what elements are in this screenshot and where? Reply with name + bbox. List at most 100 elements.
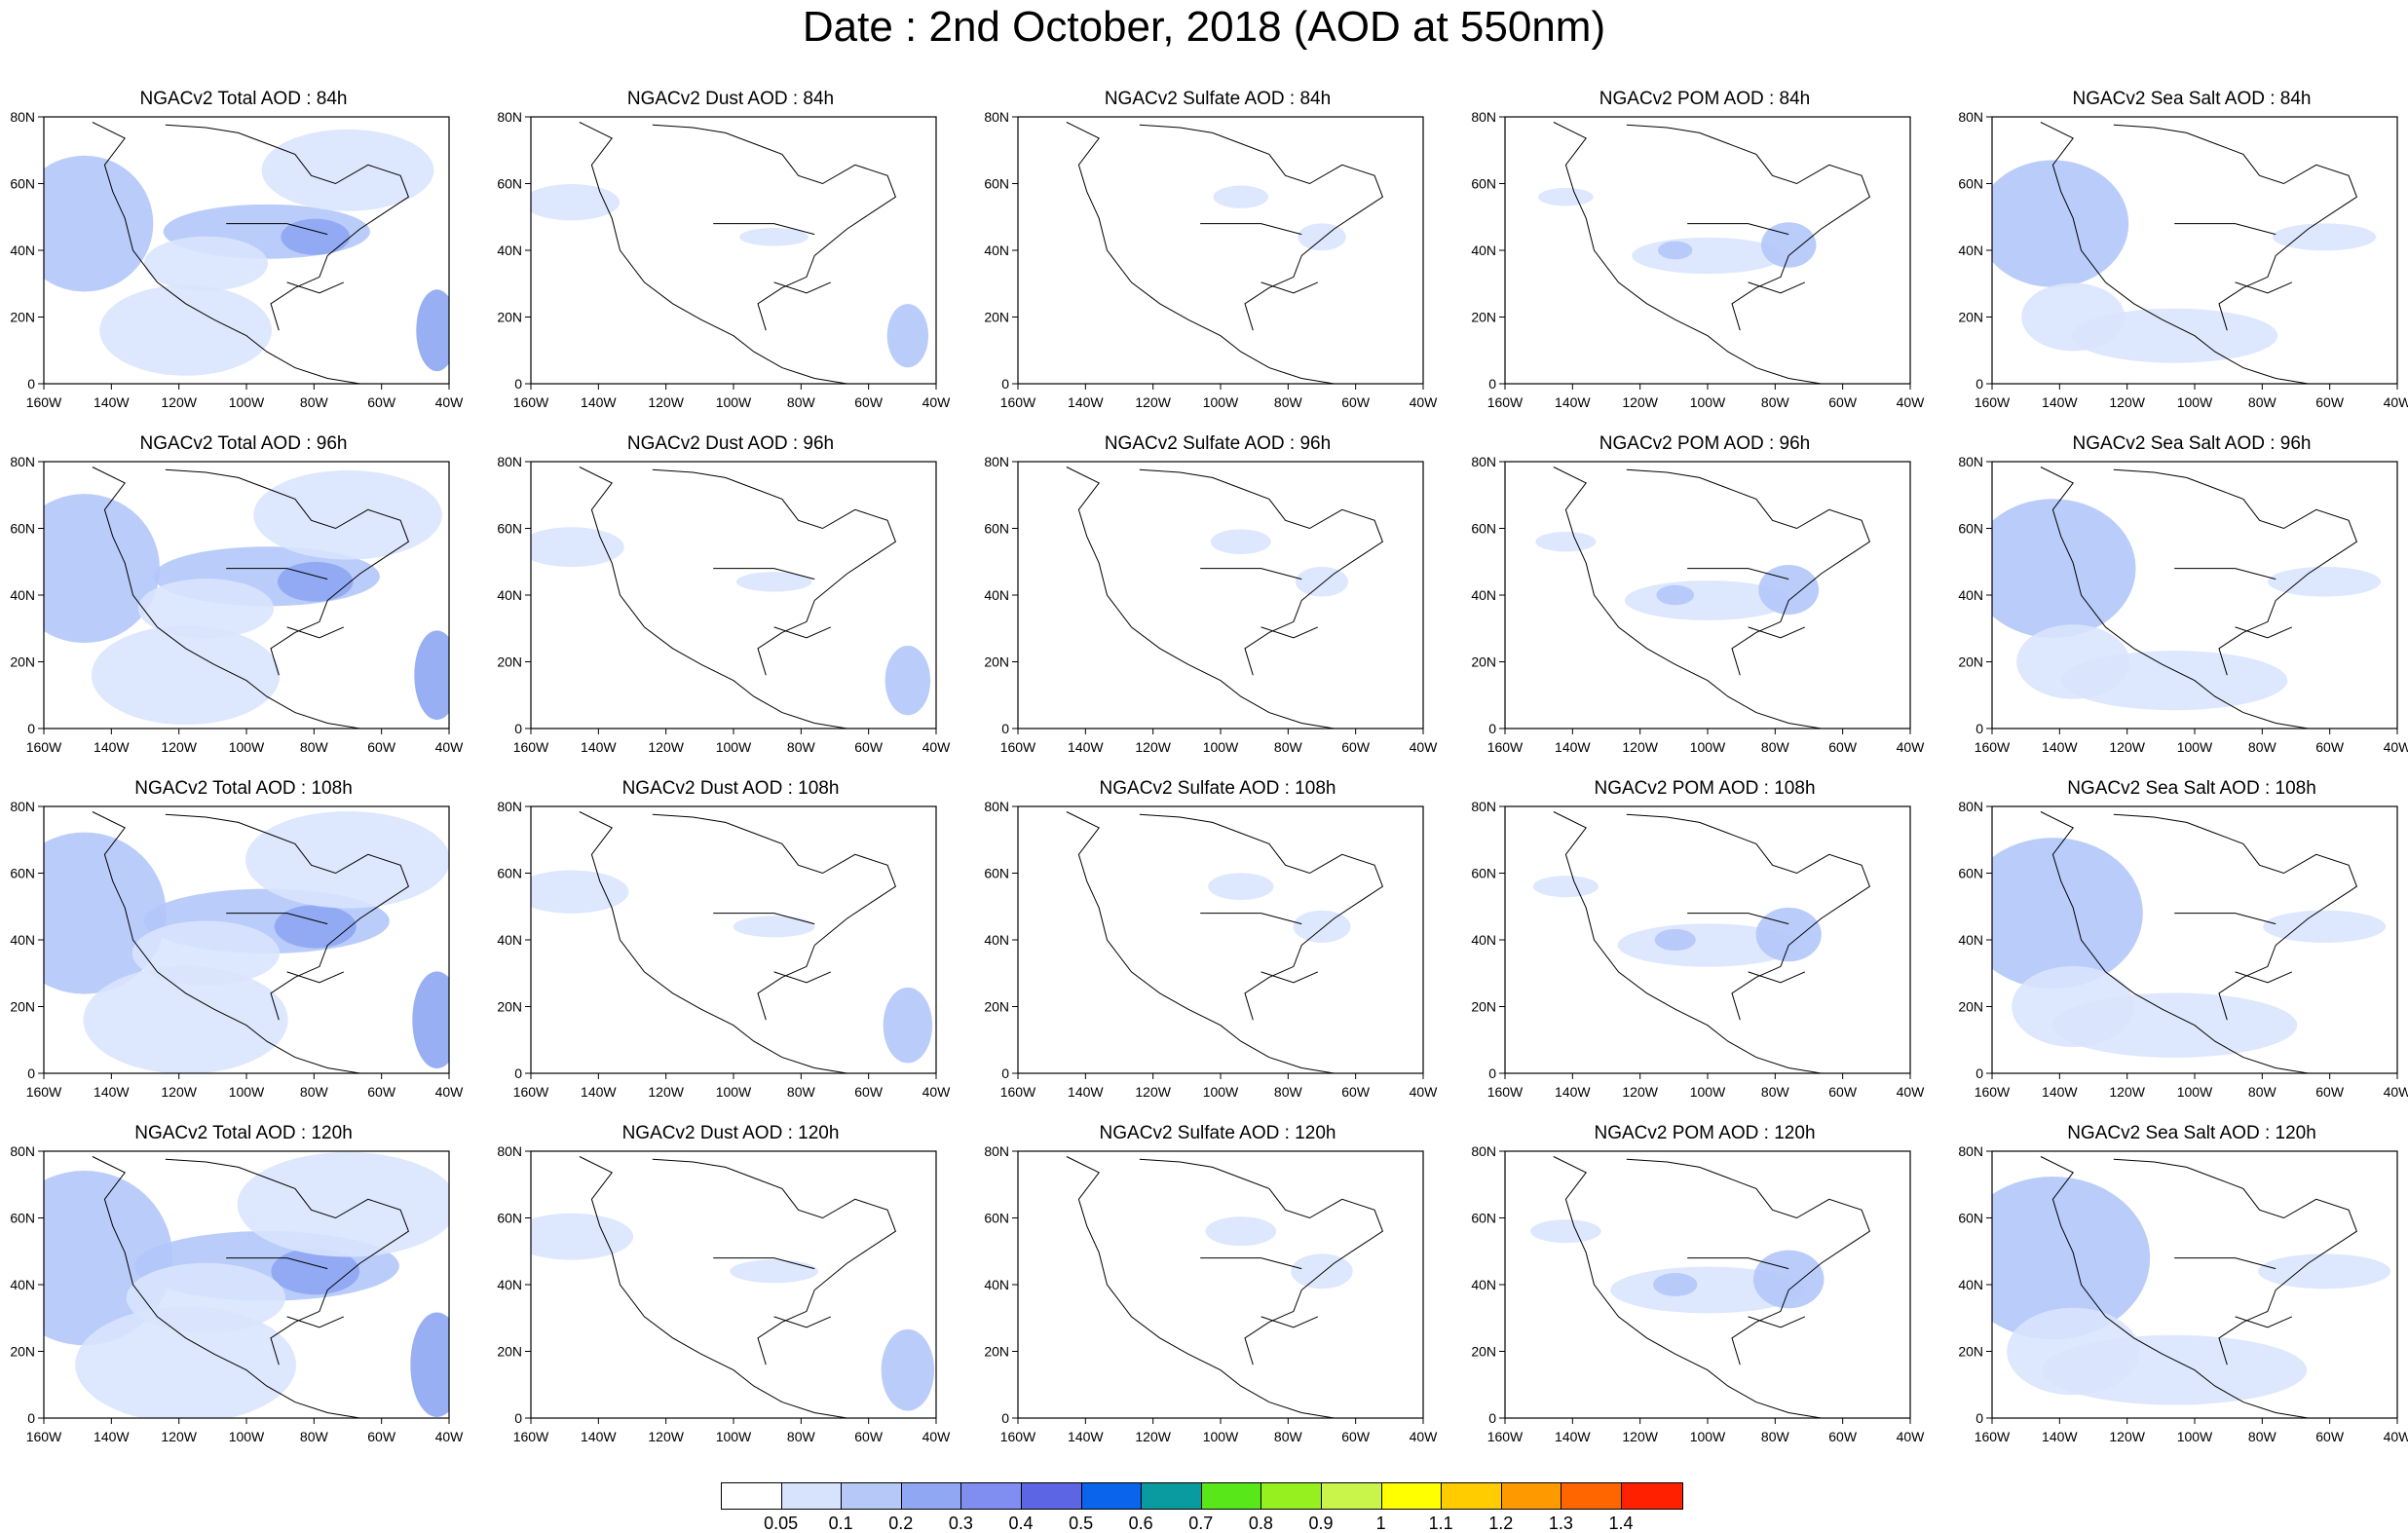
aod-field — [531, 870, 629, 914]
lat-tick-label: 20N — [1471, 654, 1496, 670]
lon-tick-label: 140W — [1068, 1084, 1104, 1100]
aod-field — [1654, 928, 1696, 952]
map-plot: 160W 140W 120W 100W 80W 60W 40W 80N 60N 40N 20N 0 — [984, 109, 1439, 410]
aod-field — [733, 916, 815, 938]
lat-tick-label: 20N — [10, 1344, 35, 1360]
aod-field — [2263, 910, 2387, 943]
lat-tick-label: 0 — [514, 1066, 522, 1081]
map-panel-total-120h: 160W 140W 120W 100W 80W 60W 40W 80N 60N 40N 20N 0 NG… — [0, 1122, 487, 1468]
colorbar-swatch — [1142, 1483, 1202, 1509]
lon-tick-label: 80W — [1761, 1429, 1790, 1444]
lon-tick-label: 100W — [229, 1084, 265, 1100]
aod-field — [1658, 241, 1693, 260]
lon-tick-label: 40W — [1897, 1429, 1926, 1444]
lat-tick-label: 40N — [10, 1277, 35, 1292]
colorbar-swatch — [961, 1483, 1022, 1509]
panel-title: NGACv2 Total AOD : 84h — [139, 89, 348, 109]
map-plot: 160W 140W 120W 100W 80W 60W 40W 80N 60N 40N 20N 0 — [984, 1143, 1438, 1444]
lon-tick-label: 80W — [787, 1429, 816, 1444]
coastline — [2040, 1156, 2358, 1418]
map-panel-dust-120h: 160W 140W 120W 100W 80W 60W 40W 80N 60N 40N 20N 0 NG… — [487, 1122, 974, 1468]
lon-tick-label: 100W — [1203, 394, 1239, 410]
panel-title: NGACv2 Sea Salt AOD : 108h — [2067, 778, 2316, 799]
lat-tick-label: 0 — [27, 376, 35, 392]
map-plot: 160W 140W 120W 100W 80W 60W 40W 80N 60N 40N 20N 0 — [10, 454, 464, 755]
aod-field — [281, 218, 351, 255]
coastline — [92, 122, 410, 384]
coastline — [1066, 467, 1384, 729]
lon-tick-label: 120W — [1622, 1084, 1658, 1100]
aod-field — [2007, 1307, 2140, 1396]
lon-tick-label: 160W — [1000, 1429, 1036, 1444]
colorbar-tick-label: 1.4 — [1608, 1514, 1634, 1533]
lon-tick-label: 100W — [1690, 1429, 1726, 1444]
lat-tick-label: 0 — [1001, 376, 1009, 392]
aod-field — [1535, 532, 1597, 552]
lon-tick-label: 120W — [161, 1429, 197, 1444]
lon-tick-label: 100W — [1690, 739, 1726, 755]
map-panel-dust-84h: 160W 140W 120W 100W 80W 60W 40W 80N 60N 40N 20N 0 NG… — [487, 88, 974, 433]
colorbar-swatch — [842, 1483, 902, 1509]
lat-tick-label: 80N — [497, 109, 522, 125]
coastline — [579, 122, 897, 384]
lon-tick-label: 40W — [435, 1429, 465, 1444]
lon-tick-label: 140W — [1555, 394, 1591, 410]
aod-field — [1992, 160, 2129, 287]
lat-tick-label: 20N — [10, 310, 35, 325]
lon-tick-label: 40W — [922, 1429, 952, 1444]
lat-tick-label: 0 — [27, 1066, 35, 1081]
lat-tick-label: 20N — [1471, 999, 1496, 1015]
aod-field — [91, 625, 281, 726]
map-panel-seasalt-84h: 160W 140W 120W 100W 80W 60W 40W 80N 60N 40N 20N 0 NG… — [1948, 88, 2408, 433]
lon-tick-label: 60W — [854, 394, 884, 410]
lat-tick-label: 40N — [497, 1277, 522, 1292]
lon-tick-label: 60W — [1341, 1084, 1371, 1100]
lat-tick-label: 60N — [1958, 521, 1983, 537]
lat-tick-label: 0 — [1975, 721, 1983, 736]
coastline — [1553, 1156, 1871, 1418]
colorbar-swatch — [1321, 1483, 1382, 1509]
lat-tick-label: 40N — [984, 1277, 1009, 1292]
lat-tick-label: 80N — [1958, 1143, 1983, 1159]
lon-tick-label: 160W — [1975, 394, 2011, 410]
aod-field — [274, 905, 357, 949]
coastline — [1066, 811, 1384, 1073]
lat-tick-label: 80N — [10, 109, 35, 125]
lat-tick-label: 20N — [497, 310, 522, 325]
lat-tick-label: 80N — [497, 799, 522, 814]
lon-tick-label: 160W — [26, 739, 62, 755]
lon-tick-label: 60W — [1341, 394, 1371, 410]
lon-tick-label: 120W — [161, 1084, 197, 1100]
lon-tick-label: 120W — [648, 1429, 684, 1444]
lon-tick-label: 40W — [2384, 394, 2408, 410]
map-plot: 160W 140W 120W 100W 80W 60W 40W 80N 60N 40N 20N 0 — [984, 454, 1438, 755]
lon-tick-label: 80W — [300, 1084, 329, 1100]
lon-tick-label: 80W — [1274, 1429, 1303, 1444]
aod-field — [414, 630, 449, 721]
map-plot: 160W 140W 120W 100W 80W 60W 40W 80N 60N 40N 20N 0 — [1958, 454, 2408, 755]
lat-tick-label: 20N — [1471, 1344, 1496, 1360]
coastline — [2040, 122, 2358, 384]
lat-tick-label: 60N — [10, 176, 35, 192]
lat-tick-label: 40N — [497, 243, 522, 258]
lon-tick-label: 140W — [94, 394, 130, 410]
lon-tick-label: 40W — [1897, 739, 1926, 755]
aod-field — [410, 1312, 449, 1417]
lon-tick-label: 40W — [435, 394, 465, 410]
colorbar-swatch — [901, 1483, 962, 1509]
lat-tick-label: 20N — [497, 1344, 522, 1360]
panel-title: NGACv2 Sulfate AOD : 108h — [1099, 778, 1336, 799]
coastline — [1553, 467, 1871, 729]
lon-tick-label: 40W — [1410, 394, 1439, 410]
coastline — [1066, 122, 1384, 384]
lat-tick-label: 40N — [1958, 587, 1983, 603]
lon-tick-label: 160W — [26, 1429, 62, 1444]
map-plot: 160W 140W 120W 100W 80W 60W 40W 80N 60N 40N 20N 0 — [497, 799, 951, 1100]
aod-field — [883, 987, 933, 1064]
lat-tick-label: 40N — [1471, 932, 1496, 948]
lon-tick-label: 160W — [513, 1084, 549, 1100]
lon-tick-label: 160W — [513, 1429, 549, 1444]
lon-tick-label: 140W — [1555, 739, 1591, 755]
coastline — [92, 1156, 410, 1418]
lat-tick-label: 40N — [1958, 243, 1983, 258]
